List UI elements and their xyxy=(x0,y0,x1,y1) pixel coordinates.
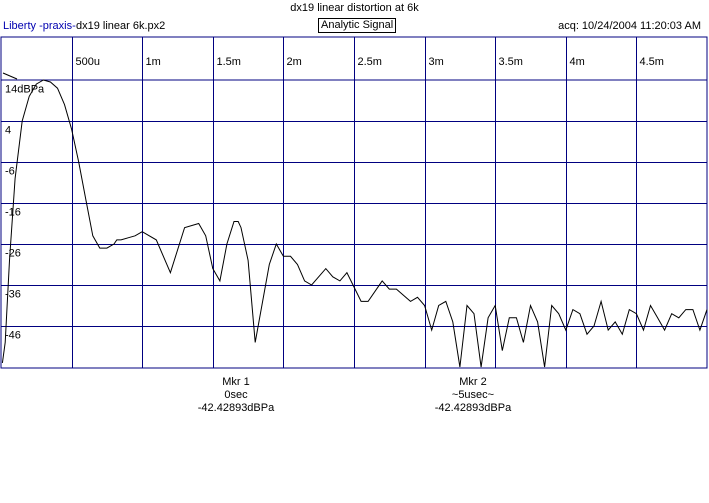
x-tick-label: 4m xyxy=(570,56,585,68)
y-tick-label: 14dBPa xyxy=(5,84,45,96)
marker-1-readout: Mkr 1 0sec -42.42893dBPa xyxy=(176,376,296,415)
y-tick-label: -46 xyxy=(5,330,21,342)
x-tick-label: 1.5m xyxy=(217,56,241,68)
app-name: Liberty -praxis- xyxy=(3,20,76,32)
y-tick-label: -26 xyxy=(5,248,21,260)
x-tick-label: 3.5m xyxy=(499,56,523,68)
marker-1-time: 0sec xyxy=(224,389,248,401)
x-tick-label: 1m xyxy=(146,56,161,68)
marker-2-value: -42.42893dBPa xyxy=(434,402,512,414)
x-tick-label: 2m xyxy=(287,56,302,68)
acquisition-timestamp: acq: 10/24/2004 11:20:03 AM xyxy=(558,20,701,32)
chart-title: dx19 linear distortion at 6k xyxy=(290,2,419,14)
marker-1-value: -42.42893dBPa xyxy=(197,402,275,414)
x-tick-label: 2.5m xyxy=(358,56,382,68)
x-tick-label: 3m xyxy=(429,56,444,68)
reference-level-mark xyxy=(2,72,18,80)
marker-2-time: ~5usec~ xyxy=(451,389,495,401)
marker-2-label: Mkr 2 xyxy=(459,376,487,388)
y-tick-label: 4 xyxy=(5,125,11,137)
marker-2-readout: Mkr 2 ~5usec~ -42.42893dBPa xyxy=(413,376,533,415)
analytic-signal-button[interactable]: Analytic Signal xyxy=(318,18,397,33)
marker-1-label: Mkr 1 xyxy=(222,376,250,388)
y-tick-label: -36 xyxy=(5,289,21,301)
x-tick-label: 500u xyxy=(76,56,100,68)
series-line xyxy=(1,79,708,368)
y-tick-label: -6 xyxy=(5,166,15,178)
x-tick-label: 4.5m xyxy=(640,56,664,68)
file-name: dx19 linear 6k.px2 xyxy=(76,20,166,32)
